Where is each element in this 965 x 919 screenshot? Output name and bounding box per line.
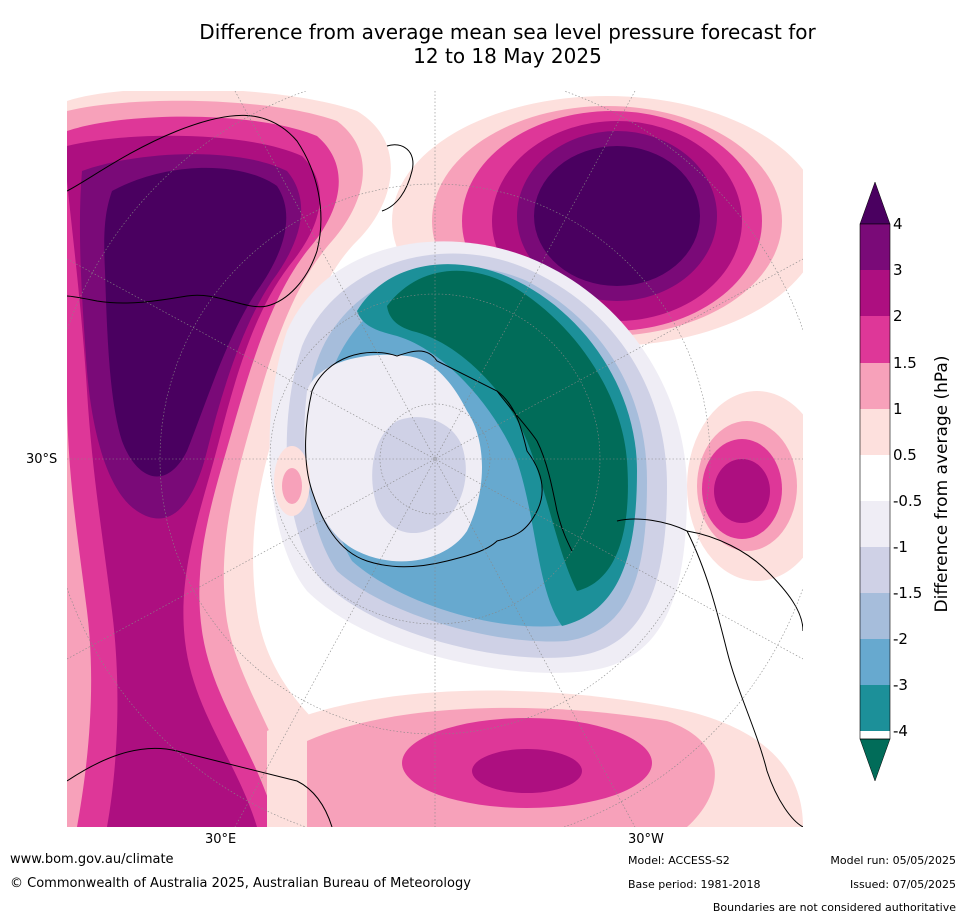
colorbar-bin-neg3-neg4	[860, 685, 890, 731]
footer-disclaimer: Boundaries are not considered authoritat…	[712, 901, 956, 914]
australia-coastline	[67, 114, 322, 308]
colorbar-tick-neg0.5: -0.5	[893, 492, 923, 510]
colorbar-bin-3-4	[860, 224, 890, 270]
colorbar-bin-neg1.5-neg2	[860, 593, 890, 639]
footer-issued: Issued: 07/05/2025	[849, 878, 956, 891]
coastlines	[67, 114, 803, 827]
longitude-label-30e: 30°E	[205, 832, 237, 847]
colorbar-tick-4: 4	[893, 215, 903, 233]
colorbar-tick-neg1: -1	[893, 538, 908, 556]
colorbar-tick-neg1.5: -1.5	[893, 584, 923, 602]
colorbar-tick-3: 3	[893, 261, 903, 279]
positive-anomaly-atlantic	[687, 391, 803, 581]
colorbar-tick-neg3: -3	[893, 676, 908, 694]
footer-model: Model: ACCESS-S2	[628, 854, 730, 867]
antarctica-coastline	[305, 350, 543, 568]
south-america-coastline	[616, 518, 803, 827]
africa-coastline	[67, 747, 333, 827]
colorbar-tick-0.5: 0.5	[893, 446, 917, 464]
longitude-label-30w: 30°W	[628, 832, 664, 847]
chart-title: Difference from average mean sea level p…	[100, 20, 915, 68]
antarctic-peninsula	[496, 390, 573, 552]
footer-base-period: Base period: 1981-2018	[628, 878, 761, 891]
small-positive-anomalies	[274, 446, 310, 516]
colorbar-bin-1.5-2	[860, 316, 890, 363]
colorbar-bin-neutral	[860, 455, 890, 501]
colorbar-upper-arrow	[859, 181, 891, 225]
new-zealand-coastline	[381, 144, 414, 212]
colorbar	[855, 180, 895, 785]
pressure-anomaly-map	[67, 91, 803, 827]
latitude-label-30s: 30°S	[26, 452, 58, 467]
footer-url[interactable]: www.bom.gov.au/climate	[10, 852, 174, 867]
graticule	[67, 91, 803, 827]
colorbar-tick-neg2: -2	[893, 630, 908, 648]
colorbar-tick-neg4: -4	[893, 722, 908, 740]
colorbar-bin-1-1.5	[860, 363, 890, 409]
positive-anomaly-south-atlantic	[267, 690, 803, 827]
antarctic-interior	[304, 354, 482, 562]
title-line-1: Difference from average mean sea level p…	[199, 20, 816, 44]
footer-model-run: Model run: 05/05/2025	[830, 854, 956, 867]
colorbar-bin-0.5-1	[860, 409, 890, 455]
colorbar-lower-arrow	[859, 738, 891, 782]
colorbar-label: Difference from average (hPa)	[932, 355, 952, 613]
colorbar-bin-neg1-neg1.5	[860, 547, 890, 593]
title-line-2: 12 to 18 May 2025	[413, 44, 602, 68]
colorbar-bin-neg0.5-neg1	[860, 501, 890, 547]
colorbar-tick-1.5: 1.5	[893, 354, 917, 372]
colorbar-tick-1: 1	[893, 400, 903, 418]
colorbar-svg	[859, 181, 891, 782]
colorbar-tick-2: 2	[893, 307, 903, 325]
colorbar-bin-2-3	[860, 270, 890, 316]
map-svg	[67, 91, 803, 827]
colorbar-bin-neg2-neg3	[860, 639, 890, 685]
footer-copyright: © Commonwealth of Australia 2025, Austra…	[10, 876, 471, 891]
